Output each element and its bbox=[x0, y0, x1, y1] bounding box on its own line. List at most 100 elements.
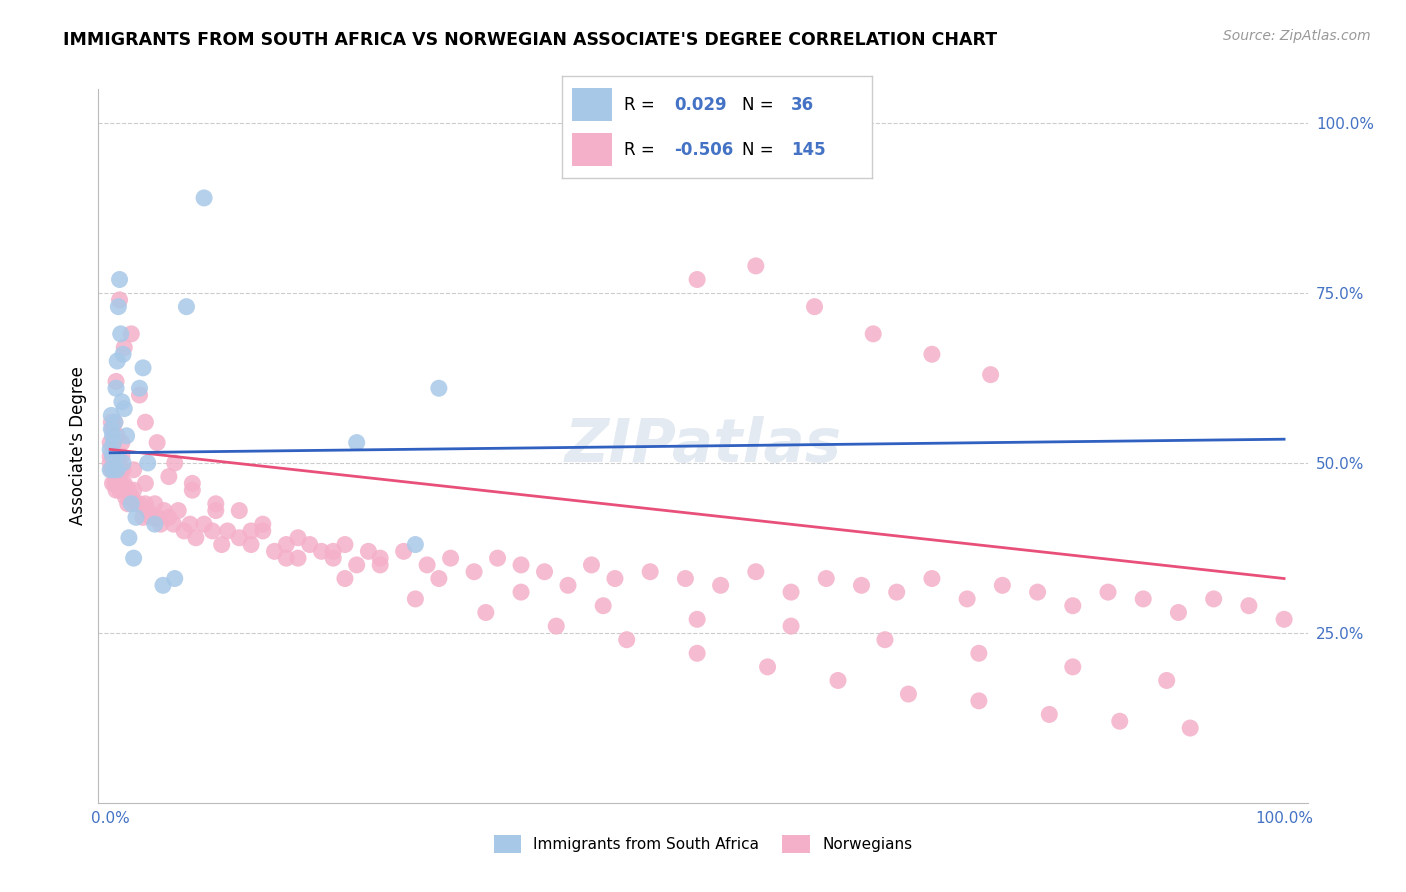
Point bbox=[211, 537, 233, 551]
Point bbox=[146, 435, 169, 450]
Point bbox=[104, 415, 127, 429]
Text: 36: 36 bbox=[792, 95, 814, 113]
Point bbox=[115, 429, 138, 443]
Point bbox=[780, 619, 803, 633]
Legend: Immigrants from South Africa, Norwegians: Immigrants from South Africa, Norwegians bbox=[488, 829, 918, 859]
Point bbox=[132, 510, 155, 524]
Point bbox=[897, 687, 920, 701]
Point bbox=[128, 388, 150, 402]
Point bbox=[815, 572, 838, 586]
Point bbox=[287, 551, 309, 566]
Text: IMMIGRANTS FROM SOUTH AFRICA VS NORWEGIAN ASSOCIATE'S DEGREE CORRELATION CHART: IMMIGRANTS FROM SOUTH AFRICA VS NORWEGIA… bbox=[63, 31, 997, 49]
Point bbox=[152, 578, 174, 592]
Point bbox=[276, 537, 298, 551]
Point bbox=[1062, 660, 1084, 674]
Point bbox=[111, 394, 134, 409]
Point bbox=[105, 449, 128, 463]
Point bbox=[173, 524, 195, 538]
Bar bbox=[572, 88, 612, 121]
Point bbox=[1038, 707, 1060, 722]
Point bbox=[756, 660, 779, 674]
Point bbox=[510, 585, 533, 599]
Point bbox=[128, 497, 150, 511]
Point bbox=[346, 435, 368, 450]
Point bbox=[346, 558, 368, 572]
Point bbox=[122, 463, 145, 477]
Point bbox=[710, 578, 733, 592]
Point bbox=[184, 531, 207, 545]
Point bbox=[105, 375, 128, 389]
Point bbox=[333, 572, 356, 586]
Text: 0.029: 0.029 bbox=[673, 95, 727, 113]
Point bbox=[120, 326, 142, 341]
Point bbox=[298, 537, 321, 551]
Point bbox=[368, 558, 391, 572]
Point bbox=[118, 531, 141, 545]
Point bbox=[240, 537, 263, 551]
Point bbox=[592, 599, 614, 613]
Text: -0.506: -0.506 bbox=[673, 141, 733, 159]
Point bbox=[228, 503, 250, 517]
Point bbox=[322, 551, 344, 566]
Point bbox=[486, 551, 509, 566]
Point bbox=[745, 565, 768, 579]
Point bbox=[134, 497, 156, 511]
Point bbox=[322, 544, 344, 558]
Point bbox=[193, 191, 215, 205]
Point bbox=[98, 463, 121, 477]
Point bbox=[101, 422, 124, 436]
Point bbox=[101, 429, 124, 443]
Point bbox=[333, 537, 356, 551]
Point bbox=[112, 456, 135, 470]
Point bbox=[193, 517, 215, 532]
Point bbox=[112, 401, 135, 416]
Point bbox=[780, 585, 803, 599]
Point bbox=[546, 619, 568, 633]
Point bbox=[108, 293, 131, 307]
Point bbox=[1062, 599, 1084, 613]
Point bbox=[1272, 612, 1295, 626]
Point bbox=[122, 483, 145, 498]
Point bbox=[114, 490, 136, 504]
Point bbox=[967, 646, 990, 660]
Point bbox=[104, 476, 127, 491]
Point bbox=[1097, 585, 1119, 599]
Point bbox=[201, 524, 224, 538]
Point bbox=[105, 354, 128, 368]
Point bbox=[1108, 714, 1130, 729]
Point bbox=[921, 572, 943, 586]
Point bbox=[125, 497, 148, 511]
Point bbox=[217, 524, 239, 538]
Point bbox=[105, 449, 128, 463]
Point bbox=[404, 537, 426, 551]
Point bbox=[104, 415, 127, 429]
Point bbox=[157, 510, 180, 524]
Point bbox=[118, 483, 141, 498]
Point bbox=[128, 381, 150, 395]
Point bbox=[179, 517, 201, 532]
Point bbox=[134, 476, 156, 491]
Point bbox=[873, 632, 896, 647]
Point bbox=[143, 497, 166, 511]
Point bbox=[153, 503, 176, 517]
Point bbox=[105, 483, 128, 498]
Point bbox=[103, 435, 125, 450]
Point bbox=[111, 476, 134, 491]
Point bbox=[745, 259, 768, 273]
Bar bbox=[572, 133, 612, 166]
Point bbox=[157, 469, 180, 483]
Point bbox=[921, 347, 943, 361]
Point bbox=[176, 300, 198, 314]
Point bbox=[475, 606, 498, 620]
Point bbox=[991, 578, 1014, 592]
Text: R =: R = bbox=[624, 95, 661, 113]
Point bbox=[103, 435, 125, 450]
Point bbox=[1167, 606, 1189, 620]
Point bbox=[117, 497, 139, 511]
Point bbox=[416, 558, 439, 572]
Point bbox=[686, 612, 709, 626]
Point bbox=[510, 558, 533, 572]
Point bbox=[967, 694, 990, 708]
Point bbox=[616, 632, 638, 647]
Text: N =: N = bbox=[742, 95, 779, 113]
